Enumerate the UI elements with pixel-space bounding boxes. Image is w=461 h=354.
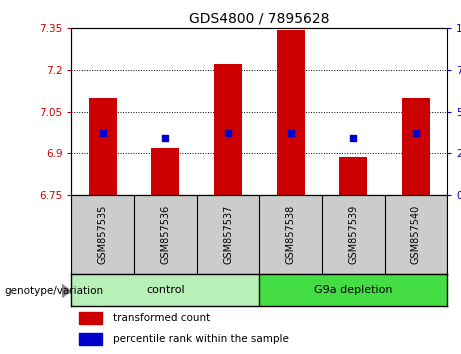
Text: GSM857538: GSM857538 [286, 205, 296, 264]
Bar [402, 98, 430, 195]
Polygon shape [62, 285, 71, 297]
Bar [339, 157, 367, 195]
Point [225, 130, 232, 136]
Bar [214, 64, 242, 195]
Text: GSM857536: GSM857536 [160, 205, 171, 264]
Point [287, 130, 294, 136]
Point [412, 130, 420, 136]
Text: GSM857539: GSM857539 [348, 205, 358, 264]
Bar [259, 274, 447, 306]
Point [349, 135, 357, 141]
Bar [89, 98, 117, 195]
Point [162, 135, 169, 141]
Text: control: control [146, 285, 185, 295]
Text: GSM857540: GSM857540 [411, 205, 421, 264]
Title: GDS4800 / 7895628: GDS4800 / 7895628 [189, 12, 330, 26]
Bar [79, 333, 101, 346]
Text: genotype/variation: genotype/variation [5, 286, 104, 296]
Text: G9a depletion: G9a depletion [314, 285, 392, 295]
Text: percentile rank within the sample: percentile rank within the sample [113, 335, 289, 344]
Text: GSM857537: GSM857537 [223, 205, 233, 264]
Bar [151, 148, 179, 195]
Text: transformed count: transformed count [113, 313, 210, 323]
Point [99, 130, 106, 136]
Bar [277, 30, 305, 195]
Bar [79, 312, 101, 324]
Text: GSM857535: GSM857535 [98, 205, 108, 264]
Bar [71, 274, 259, 306]
